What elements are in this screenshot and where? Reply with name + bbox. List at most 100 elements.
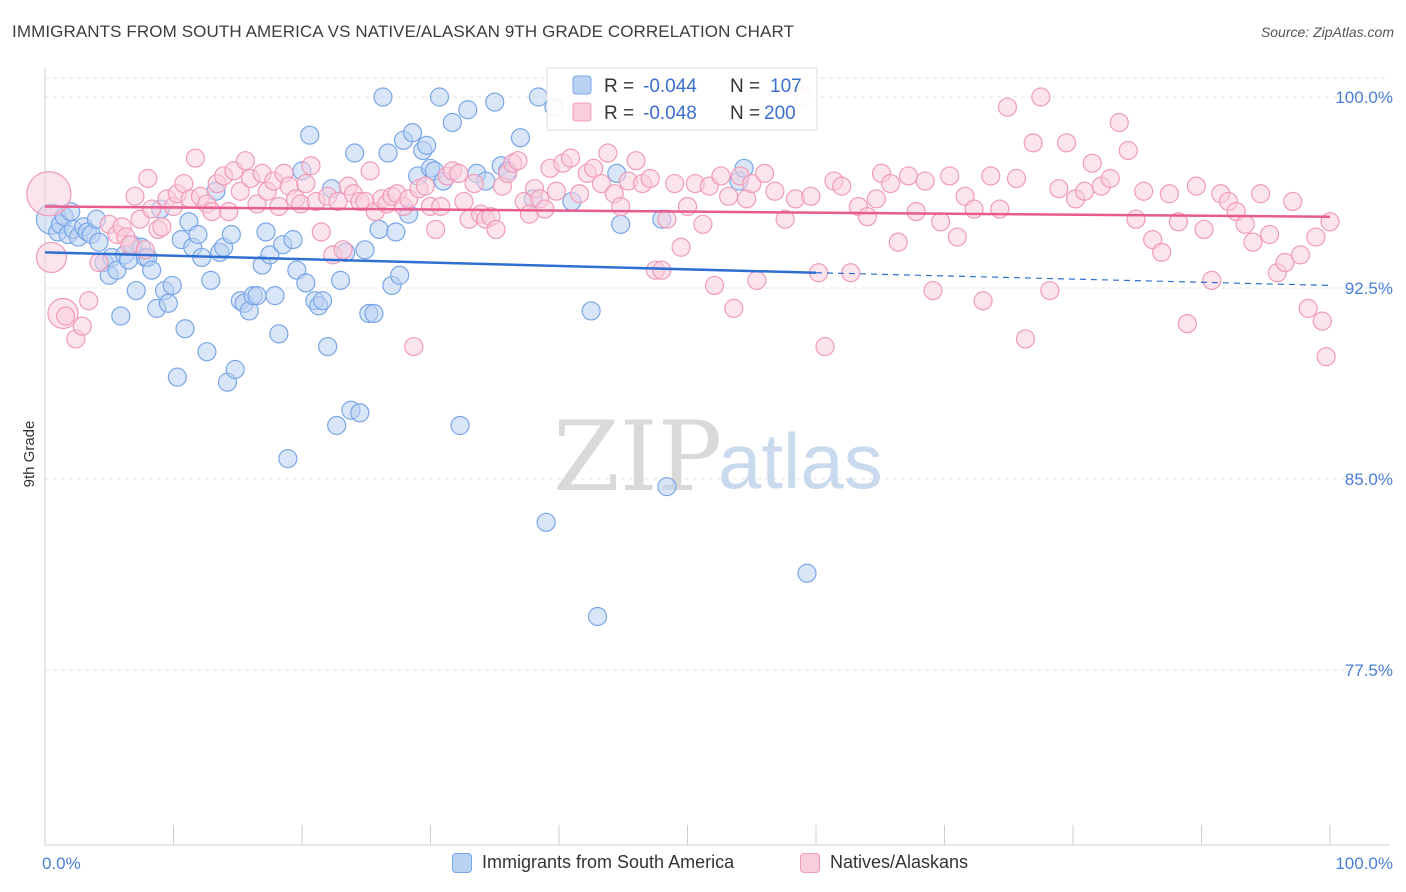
natives-point-5 xyxy=(72,316,92,336)
natives-point-57 xyxy=(360,161,380,181)
natives-point-124 xyxy=(775,209,795,229)
natives-point-140 xyxy=(906,202,926,222)
natives-point-122 xyxy=(754,163,775,183)
natives-point-112 xyxy=(693,214,713,234)
source-credit: Source: ZipAtlas.com xyxy=(1260,24,1394,40)
natives-point-16 xyxy=(138,168,158,189)
natives-point-48 xyxy=(311,222,331,242)
immigrants-trend-extension xyxy=(815,272,1331,287)
natives-point-45 xyxy=(296,173,316,194)
natives-point-155 xyxy=(1031,87,1051,107)
natives-point-158 xyxy=(1056,133,1077,153)
natives-point-33 xyxy=(230,181,250,201)
immigrants-point-62 xyxy=(300,125,320,145)
immigrants-point-93 xyxy=(442,112,462,133)
immigrants-point-91 xyxy=(429,87,450,107)
immigrants-point-98 xyxy=(485,92,505,112)
natives-point-69 xyxy=(426,219,446,240)
natives-point-73 xyxy=(449,163,469,183)
natives-point-123 xyxy=(765,181,785,201)
natives-point-167 xyxy=(1134,181,1154,201)
natives-point-161 xyxy=(1082,153,1102,173)
natives-point-145 xyxy=(947,227,967,247)
legend-r-label-1: R = xyxy=(604,76,634,97)
natives-point-84 xyxy=(508,151,528,171)
watermark-atlas: atlas xyxy=(718,417,883,505)
immigrants-point-38 xyxy=(197,342,217,362)
natives-point-46 xyxy=(301,156,321,176)
y-tick-label-2: 85.0% xyxy=(1345,470,1393,489)
immigrants-point-12 xyxy=(89,232,109,252)
natives-point-104 xyxy=(640,168,660,189)
immigrants-point-112 xyxy=(657,477,677,497)
natives-point-31 xyxy=(219,202,239,222)
natives-point-138 xyxy=(888,232,908,252)
immigrants-point-108 xyxy=(587,606,608,627)
natives-point-34 xyxy=(235,151,256,171)
natives-point-6 xyxy=(79,291,99,311)
immigrants-point-72 xyxy=(345,143,365,163)
natives-point-109 xyxy=(671,237,691,257)
natives-point-173 xyxy=(1186,176,1206,196)
y-tick-label-3: 77.5% xyxy=(1345,661,1393,680)
natives-point-120 xyxy=(742,173,762,194)
natives-point-129 xyxy=(815,336,835,357)
y-axis-label: 9th Grade xyxy=(21,421,38,488)
natives-point-153 xyxy=(1015,329,1036,349)
natives-point-1 xyxy=(35,241,68,274)
natives-point-188 xyxy=(1306,227,1326,247)
natives-trend-line xyxy=(44,205,1331,218)
natives-point-142 xyxy=(923,280,943,301)
natives-point-184 xyxy=(1275,252,1295,273)
natives-point-164 xyxy=(1109,112,1129,133)
natives-point-17 xyxy=(142,199,162,219)
immigrants-point-29 xyxy=(158,293,178,313)
immigrants-point-77 xyxy=(369,219,389,240)
immigrants-point-94 xyxy=(450,415,470,436)
natives-point-180 xyxy=(1243,232,1263,252)
legend-n-label-2: N = xyxy=(730,103,760,124)
immigrants-point-66 xyxy=(318,336,338,357)
immigrants-point-107 xyxy=(581,301,601,321)
y-tick-label-0: 100.0% xyxy=(1335,88,1393,107)
natives-point-174 xyxy=(1194,219,1214,240)
natives-point-70 xyxy=(431,196,451,217)
natives-point-74 xyxy=(454,191,474,212)
natives-point-19 xyxy=(152,217,172,237)
legend-n-value-1: 107 xyxy=(770,76,802,97)
legend-label-natives: Natives/Alaskans xyxy=(830,852,969,872)
natives-point-52 xyxy=(333,240,353,260)
legend-n-label-1: N = xyxy=(730,76,760,97)
y-tick-labels: 100.0% 92.5% 85.0% 77.5% xyxy=(1335,88,1393,680)
legend-r-label-2: R = xyxy=(604,103,634,124)
natives-point-175 xyxy=(1202,270,1222,290)
natives-point-171 xyxy=(1168,212,1188,232)
immigrants-point-82 xyxy=(390,265,410,285)
natives-point-102 xyxy=(626,151,646,171)
natives-point-172 xyxy=(1177,314,1197,334)
natives-point-40 xyxy=(269,196,289,217)
natives-point-147 xyxy=(964,199,984,219)
natives-point-190 xyxy=(1316,347,1336,367)
immigrants-point-95 xyxy=(458,100,478,120)
series-immigrants-points xyxy=(35,87,817,627)
immigrants-point-44 xyxy=(221,224,241,245)
immigrants-point-36 xyxy=(188,224,208,245)
natives-point-165 xyxy=(1118,140,1138,161)
natives-point-67 xyxy=(415,176,435,196)
immigrants-point-79 xyxy=(378,143,398,163)
natives-point-13 xyxy=(125,186,145,206)
watermark-zip: ZIP xyxy=(553,401,722,513)
immigrants-point-88 xyxy=(417,135,437,155)
immigrants-point-52 xyxy=(256,222,276,242)
immigrants-point-57 xyxy=(278,449,298,469)
natives-point-132 xyxy=(841,263,861,283)
immigrants-point-69 xyxy=(330,270,351,290)
natives-point-154 xyxy=(1023,133,1043,153)
trend-lines xyxy=(44,205,1331,287)
immigrants-point-45 xyxy=(225,359,245,380)
immigrants-point-25 xyxy=(142,260,162,280)
natives-point-181 xyxy=(1251,184,1271,204)
legend-swatch-natives-bottom xyxy=(800,852,820,873)
